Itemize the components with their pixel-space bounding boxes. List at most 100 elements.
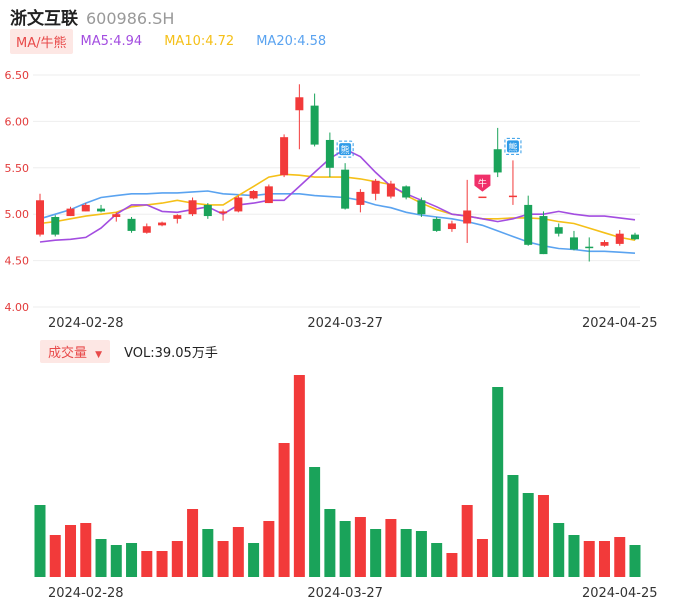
volume-bar bbox=[126, 543, 138, 577]
dropdown-arrow-icon: ▼ bbox=[95, 349, 103, 360]
candle-body bbox=[631, 234, 639, 240]
volume-bar bbox=[248, 543, 260, 577]
candle-body bbox=[97, 208, 106, 212]
stock-name: 浙文互联 bbox=[10, 9, 78, 29]
volume-bar bbox=[324, 509, 336, 577]
volume-bar bbox=[431, 543, 443, 577]
bear-signal-frame bbox=[504, 137, 522, 155]
volume-bar bbox=[80, 523, 92, 577]
candle-body bbox=[493, 149, 502, 173]
volume-bar bbox=[553, 523, 565, 577]
stock-header: 浙文互联 600986.SH bbox=[10, 4, 175, 29]
x-tick-label: 2024-02-28 bbox=[48, 316, 124, 331]
volume-bar bbox=[476, 539, 488, 577]
volume-bar bbox=[187, 509, 199, 577]
candle-body bbox=[158, 222, 167, 226]
ma10-legend: MA10:4.72 bbox=[164, 33, 235, 49]
volume-bar bbox=[492, 387, 504, 577]
candle-body bbox=[524, 204, 533, 245]
candle-body bbox=[249, 191, 258, 199]
candle-body bbox=[341, 169, 350, 209]
candle-body bbox=[188, 200, 197, 215]
volume-bar bbox=[461, 505, 473, 577]
volume-x-tick-label: 2024-03-27 bbox=[307, 586, 383, 601]
candle-body bbox=[112, 214, 121, 217]
volume-bar bbox=[171, 541, 183, 577]
candle-body bbox=[66, 208, 75, 217]
candle-body bbox=[51, 216, 60, 235]
bear-signal-frame bbox=[336, 140, 354, 158]
volume-indicator-selector[interactable]: 成交量 ▼ bbox=[40, 339, 111, 363]
candle-body bbox=[325, 139, 334, 168]
candle-body bbox=[539, 216, 548, 255]
x-tick-label: 2024-04-25 bbox=[582, 316, 658, 331]
candle-body bbox=[234, 197, 243, 212]
candle-body bbox=[280, 137, 289, 176]
y-tick-label: 5.50 bbox=[5, 162, 30, 175]
volume-bar bbox=[110, 545, 122, 577]
y-tick-label: 5.00 bbox=[5, 208, 30, 221]
candle-body bbox=[508, 195, 517, 198]
ma10-line bbox=[39, 173, 636, 241]
candle-body bbox=[463, 210, 472, 224]
candle-body bbox=[386, 183, 395, 197]
volume-bar bbox=[629, 545, 641, 577]
volume-bar bbox=[370, 529, 382, 577]
candle-body bbox=[295, 97, 304, 111]
volume-bar bbox=[568, 535, 580, 577]
volume-x-tick-label: 2024-02-28 bbox=[48, 586, 124, 601]
volume-bar bbox=[537, 495, 549, 577]
y-tick-label: 4.50 bbox=[5, 255, 30, 268]
signal-label: 熊 bbox=[341, 144, 350, 156]
volume-legend: 成交量 ▼ VOL:39.05万手 bbox=[40, 339, 218, 363]
candle-body bbox=[417, 200, 426, 215]
volume-bar bbox=[339, 521, 351, 577]
candle-body bbox=[615, 233, 624, 244]
candle-body bbox=[203, 204, 212, 217]
candle-body bbox=[478, 196, 487, 199]
volume-bar bbox=[415, 531, 427, 577]
x-tick-label: 2024-03-27 bbox=[307, 316, 383, 331]
candle-body bbox=[264, 186, 273, 204]
volume-bar bbox=[446, 553, 458, 577]
volume-bar bbox=[65, 525, 77, 577]
signal-label: 熊 bbox=[508, 141, 517, 153]
candle-body bbox=[402, 186, 411, 198]
candle-body bbox=[585, 246, 594, 249]
volume-bar bbox=[156, 551, 168, 577]
candle-body bbox=[127, 218, 136, 231]
candle-body bbox=[447, 223, 456, 230]
y-tick-label: 6.50 bbox=[5, 69, 30, 82]
volume-bar bbox=[141, 551, 153, 577]
volume-badge-label: 成交量 bbox=[48, 345, 88, 361]
candle-body bbox=[173, 215, 182, 219]
candle-body bbox=[432, 218, 441, 231]
stock-code: 600986.SH bbox=[86, 9, 175, 28]
ma-indicator-selector[interactable]: MA/牛熊 bbox=[10, 28, 73, 54]
candle-body bbox=[36, 200, 44, 235]
ma20-legend: MA20:4.58 bbox=[256, 33, 327, 49]
y-tick-label: 4.00 bbox=[5, 301, 30, 314]
signal-label: 牛 bbox=[478, 178, 487, 190]
ma-legend: MA/牛熊 MA5:4.94 MA10:4.72 MA20:4.58 bbox=[10, 28, 348, 54]
candle-body bbox=[310, 105, 319, 145]
bull-signal-icon bbox=[474, 174, 491, 192]
candle-body bbox=[600, 242, 609, 246]
candle-body bbox=[356, 191, 365, 205]
volume-bar bbox=[95, 539, 107, 577]
volume-bar bbox=[583, 541, 595, 577]
candle-body bbox=[554, 227, 563, 234]
candle-body bbox=[569, 237, 578, 250]
volume-bar bbox=[385, 519, 397, 577]
volume-bar bbox=[400, 529, 412, 577]
ma5-legend: MA5:4.94 bbox=[80, 33, 143, 49]
y-tick-label: 6.00 bbox=[5, 115, 30, 128]
volume-value: VOL:39.05万手 bbox=[124, 345, 218, 361]
volume-bar bbox=[614, 537, 626, 577]
candle-body bbox=[219, 211, 228, 214]
volume-bar bbox=[293, 375, 305, 577]
candle-body bbox=[371, 180, 380, 194]
volume-bar bbox=[263, 521, 275, 577]
volume-bar bbox=[217, 541, 229, 577]
volume-x-tick-label: 2024-04-25 bbox=[582, 586, 658, 601]
